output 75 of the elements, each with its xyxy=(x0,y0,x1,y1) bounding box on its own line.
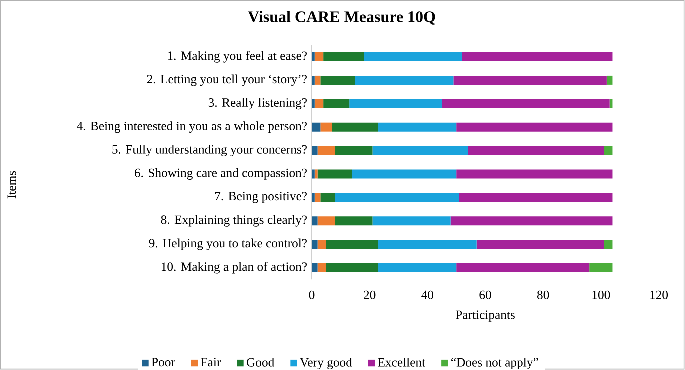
bar xyxy=(476,240,604,250)
y-tick-label: 9. Helping you to take control? xyxy=(149,238,308,250)
bar xyxy=(352,170,457,179)
legend-label: Fair xyxy=(201,358,222,367)
y-axis-title: Items xyxy=(8,171,16,199)
legend-label: Excellent xyxy=(378,358,426,367)
bar xyxy=(604,240,613,250)
bar xyxy=(456,263,590,272)
y-tick-label: 5. Fully understanding your concerns? xyxy=(112,145,307,157)
bar xyxy=(314,99,324,108)
bar xyxy=(332,122,379,132)
bar xyxy=(350,99,442,108)
y-tick-label: 8. Explaining things clearly? xyxy=(161,215,308,227)
bar xyxy=(318,263,326,272)
legend-label: “Does not apply” xyxy=(452,358,538,370)
legend-label: Poor xyxy=(152,358,176,367)
x-axis-title: Participants xyxy=(456,310,515,322)
bar xyxy=(324,52,364,62)
y-tick-label: 10. Making a plan of action? xyxy=(162,262,308,274)
bar xyxy=(372,216,451,226)
bar xyxy=(604,146,613,156)
bar xyxy=(312,240,318,250)
bar xyxy=(459,193,613,202)
x-tick-label: 40 xyxy=(422,290,434,300)
bar xyxy=(312,216,318,226)
bar xyxy=(606,76,613,85)
bar xyxy=(314,170,318,179)
bar xyxy=(364,52,462,62)
y-tick-label: 1. Making you feel at ease? xyxy=(168,51,308,63)
bar xyxy=(456,122,613,132)
bar xyxy=(450,216,613,226)
bar xyxy=(468,146,604,156)
x-tick-label: 20 xyxy=(364,290,376,300)
y-tick-label: 7. Being positive? xyxy=(215,192,307,204)
bar xyxy=(454,76,607,85)
bar xyxy=(326,263,379,272)
bar xyxy=(324,99,350,108)
y-tick-label: 6. Showing care and compassion? xyxy=(134,168,307,180)
bar xyxy=(378,122,457,132)
legend-label: Very good xyxy=(300,358,352,370)
bar xyxy=(320,76,356,85)
bar xyxy=(318,240,326,250)
x-tick-label: 60 xyxy=(480,290,492,300)
bar xyxy=(326,240,379,250)
chart-title: Visual CARE Measure 10Q xyxy=(248,11,436,25)
x-tick-label: 120 xyxy=(650,290,668,300)
bar xyxy=(318,146,336,156)
bar xyxy=(320,193,336,202)
y-tick-label: 4. Being interested in you as a whole person? xyxy=(77,122,308,134)
legend-label: Good xyxy=(247,358,275,367)
bar xyxy=(312,263,318,272)
bar xyxy=(314,52,324,62)
bar xyxy=(318,170,352,179)
bar xyxy=(372,146,468,156)
bar xyxy=(318,216,336,226)
bar xyxy=(355,76,454,85)
bar xyxy=(314,193,321,202)
bar xyxy=(378,263,457,272)
bar xyxy=(320,122,332,132)
x-tick-label: 0 xyxy=(309,290,315,300)
bar xyxy=(442,99,610,108)
y-tick-label: 3. Really listening? xyxy=(208,98,308,110)
bar xyxy=(590,263,613,272)
x-tick-label: 80 xyxy=(537,290,550,300)
bar xyxy=(314,76,321,85)
bar xyxy=(462,52,613,62)
bar xyxy=(378,240,477,250)
bar xyxy=(312,146,318,156)
bar xyxy=(335,146,373,156)
bar xyxy=(335,193,460,202)
y-tick-label: 2. Letting you tell your ‘story’? xyxy=(147,74,308,86)
bar xyxy=(335,216,373,226)
x-tick-label: 100 xyxy=(592,290,610,300)
bar xyxy=(312,122,321,132)
bar xyxy=(456,170,613,179)
